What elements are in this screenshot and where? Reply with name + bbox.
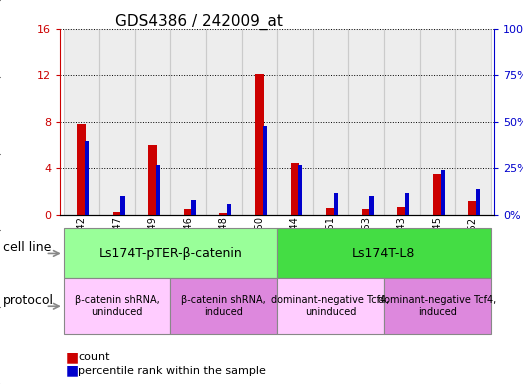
Bar: [170, 29, 206, 215]
Text: cell line: cell line: [3, 241, 51, 254]
Bar: [77, 124, 86, 215]
Bar: [440, 170, 445, 215]
Bar: [476, 189, 480, 215]
Bar: [191, 200, 196, 215]
Bar: [120, 197, 124, 215]
Bar: [433, 174, 442, 215]
Bar: [419, 29, 455, 215]
Bar: [298, 165, 302, 215]
Bar: [397, 207, 406, 215]
Bar: [291, 163, 300, 215]
Text: Ls174T-L8: Ls174T-L8: [353, 247, 416, 260]
Bar: [112, 212, 121, 215]
Bar: [334, 193, 338, 215]
Bar: [135, 29, 170, 215]
Text: protocol: protocol: [3, 294, 54, 307]
Bar: [277, 29, 313, 215]
Bar: [326, 208, 335, 215]
Bar: [184, 209, 192, 215]
Bar: [405, 193, 409, 215]
Text: dominant-negative Tcf4,
uninduced: dominant-negative Tcf4, uninduced: [271, 295, 390, 317]
Text: percentile rank within the sample: percentile rank within the sample: [78, 366, 266, 376]
Text: dominant-negative Tcf4,
induced: dominant-negative Tcf4, induced: [378, 295, 496, 317]
Bar: [64, 29, 99, 215]
Bar: [369, 197, 373, 215]
Bar: [227, 204, 231, 215]
Bar: [156, 165, 160, 215]
Bar: [469, 201, 477, 215]
Bar: [255, 74, 264, 215]
Bar: [85, 141, 89, 215]
Bar: [148, 145, 157, 215]
Bar: [263, 126, 267, 215]
Bar: [362, 209, 371, 215]
Text: ■: ■: [65, 350, 78, 364]
Text: GDS4386 / 242009_at: GDS4386 / 242009_at: [115, 13, 282, 30]
Bar: [455, 29, 491, 215]
Text: Ls174T-pTER-β-catenin: Ls174T-pTER-β-catenin: [98, 247, 242, 260]
Text: β-catenin shRNA,
induced: β-catenin shRNA, induced: [181, 295, 266, 317]
Text: count: count: [78, 352, 110, 362]
Bar: [348, 29, 384, 215]
Bar: [313, 29, 348, 215]
Bar: [242, 29, 277, 215]
Bar: [384, 29, 419, 215]
Text: β-catenin shRNA,
uninduced: β-catenin shRNA, uninduced: [75, 295, 160, 317]
Bar: [219, 213, 228, 215]
Bar: [206, 29, 242, 215]
Bar: [99, 29, 135, 215]
Text: ■: ■: [65, 364, 78, 377]
